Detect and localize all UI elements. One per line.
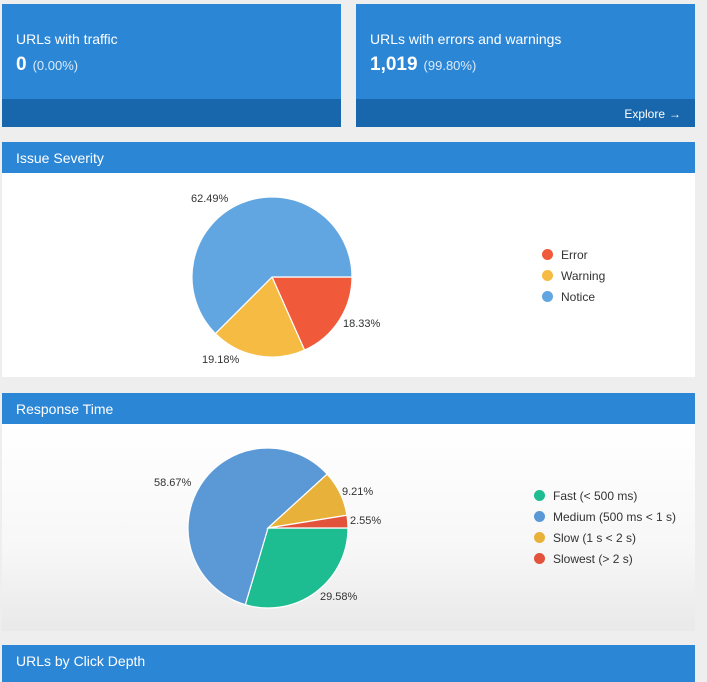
legend-dot-medium	[534, 511, 545, 522]
errors-count: 1,019	[370, 54, 418, 75]
pie2-label-fast: 29.58%	[320, 591, 358, 603]
response-time-header: Response Time	[2, 393, 695, 424]
response-slice-slowest[interactable]	[267, 514, 349, 529]
traffic-card-value: 0 (0.00%)	[16, 54, 78, 76]
arrow-right-icon: →	[669, 107, 681, 121]
issue-severity-legend: Error Warning Notice	[542, 244, 605, 307]
issue-severity-header: Issue Severity	[2, 142, 695, 173]
severity-slice-warning[interactable]	[214, 275, 306, 358]
legend-item-medium[interactable]: Medium (500 ms < 1 s)	[534, 506, 676, 527]
explore-label: Explore	[624, 107, 665, 121]
pie2-label-slow: 9.21%	[342, 486, 374, 498]
pie2-label-slowest: 2.55%	[350, 515, 382, 527]
errors-card-value: 1,019 (99.80%)	[370, 54, 476, 76]
pie2-label-medium: 58.67%	[154, 477, 192, 489]
legend-label-slow: Slow (1 s < 2 s)	[553, 530, 637, 545]
legend-dot-slowest	[534, 553, 545, 564]
traffic-count: 0	[16, 54, 27, 75]
legend-dot-error	[542, 249, 553, 260]
legend-dot-notice	[542, 291, 553, 302]
legend-label-fast: Fast (< 500 ms)	[553, 488, 638, 503]
legend-item-fast[interactable]: Fast (< 500 ms)	[534, 485, 676, 506]
urls-with-errors-card[interactable]: URLs with errors and warnings 1,019 (99.…	[356, 4, 695, 127]
legend-label-notice: Notice	[561, 289, 596, 304]
urls-with-traffic-card[interactable]: URLs with traffic 0 (0.00%)	[2, 4, 341, 127]
response-slice-fast[interactable]	[244, 527, 349, 609]
legend-item-notice[interactable]: Notice	[542, 286, 605, 307]
pie1-label-notice: 62.49%	[191, 193, 229, 205]
legend-label-warning: Warning	[561, 268, 606, 283]
response-time-legend: Fast (< 500 ms) Medium (500 ms < 1 s) Sl…	[534, 485, 676, 569]
severity-slice-error[interactable]	[271, 276, 353, 351]
legend-item-warning[interactable]: Warning	[542, 265, 605, 286]
pie1-label-error: 18.33%	[343, 318, 381, 330]
legend-label-error: Error	[561, 247, 588, 262]
legend-dot-fast	[534, 490, 545, 501]
legend-dot-slow	[534, 532, 545, 543]
pie1-label-warning: 19.18%	[202, 354, 240, 366]
legend-item-slow[interactable]: Slow (1 s < 2 s)	[534, 527, 676, 548]
errors-percent: (99.80%)	[423, 58, 477, 73]
legend-item-slowest[interactable]: Slowest (> 2 s)	[534, 548, 676, 569]
legend-dot-warning	[542, 270, 553, 281]
traffic-card-footer	[2, 99, 341, 127]
issue-severity-pie	[191, 196, 353, 358]
response-time-panel: 58.67% 9.21% 2.55% 29.58% Fast (< 500 ms…	[2, 424, 695, 631]
legend-label-medium: Medium (500 ms < 1 s)	[553, 509, 677, 524]
errors-card-footer: Explore →	[356, 99, 695, 127]
traffic-percent: (0.00%)	[32, 58, 79, 73]
errors-card-title: URLs with errors and warnings	[370, 31, 562, 47]
legend-item-error[interactable]: Error	[542, 244, 605, 265]
traffic-card-title: URLs with traffic	[16, 31, 118, 47]
click-depth-header: URLs by Click Depth	[2, 645, 695, 682]
response-slice-medium[interactable]	[187, 447, 328, 606]
response-time-pie	[187, 447, 349, 609]
legend-label-slowest: Slowest (> 2 s)	[553, 551, 633, 566]
issue-severity-panel: 62.49% 18.33% 19.18% Error Warning Notic…	[2, 173, 695, 377]
severity-slice-notice[interactable]	[191, 196, 353, 335]
explore-link[interactable]: Explore →	[624, 107, 681, 121]
